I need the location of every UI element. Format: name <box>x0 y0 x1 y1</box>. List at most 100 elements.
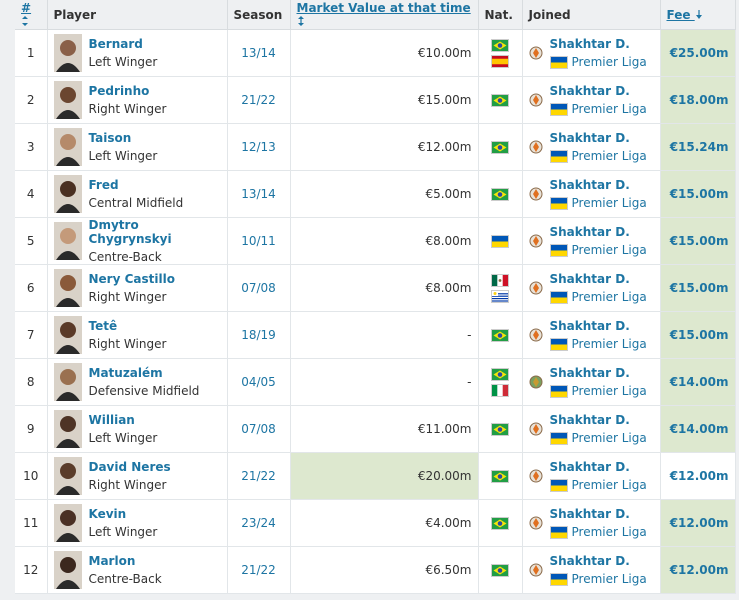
season[interactable]: 21/22 <box>241 469 276 483</box>
season[interactable]: 21/22 <box>241 563 276 577</box>
player-position: Left Winger <box>88 55 158 69</box>
league-name[interactable]: Premier Liga <box>571 149 647 163</box>
league-name[interactable]: Premier Liga <box>571 525 647 539</box>
player-name[interactable]: Matuzalém <box>88 366 163 380</box>
header-row: # Player Season Market Value at that tim… <box>15 0 736 30</box>
flag <box>491 367 509 381</box>
rank-header[interactable]: # <box>15 0 48 30</box>
player-row: 3 Taison Left Winger 12/13 €12.00m Shakht… <box>15 123 736 171</box>
rank-cell: 4 <box>15 170 48 218</box>
fee[interactable]: €15.24m <box>669 140 729 154</box>
club-logo <box>529 516 542 530</box>
club-name[interactable]: Shakhtar D. <box>549 178 630 192</box>
fee[interactable]: €12.00m <box>669 469 729 483</box>
fee[interactable]: €18.00m <box>669 93 729 107</box>
header-text[interactable]: Fee <box>666 7 691 22</box>
league-name[interactable]: Premier Liga <box>571 572 647 586</box>
club-name[interactable]: Shakhtar D. <box>549 554 630 568</box>
club-name[interactable]: Shakhtar D. <box>549 131 630 145</box>
league-name[interactable]: Premier Liga <box>571 431 647 445</box>
club-name[interactable]: Shakhtar D. <box>549 413 630 427</box>
club-name[interactable]: Shakhtar D. <box>549 460 630 474</box>
fee[interactable]: €15.00m <box>669 234 729 248</box>
league-name[interactable]: Premier Liga <box>571 337 647 351</box>
player-photo <box>53 222 82 260</box>
club-name[interactable]: Shakhtar D. <box>549 507 630 521</box>
player-position: Centre-Back <box>88 250 162 264</box>
club-name[interactable]: Shakhtar D. <box>549 272 630 286</box>
player-name[interactable]: Dmytro Chygrynskyi <box>88 218 172 246</box>
market-value-cell: - <box>290 358 479 406</box>
club-logo <box>529 422 542 436</box>
market-value-cell: €8.00m <box>290 264 479 312</box>
joined-cell: Shakhtar D. Premier Liga <box>522 123 661 171</box>
player-name[interactable]: Nery Castillo <box>88 272 175 286</box>
league-name[interactable]: Premier Liga <box>571 55 647 69</box>
player-position: Left Winger <box>88 149 158 163</box>
player-name[interactable]: Taison <box>88 131 132 145</box>
club-name[interactable]: Shakhtar D. <box>549 37 630 51</box>
player-name[interactable]: David Neres <box>88 460 171 474</box>
league-name[interactable]: Premier Liga <box>571 243 647 257</box>
season[interactable]: 07/08 <box>241 422 276 436</box>
player-row: 10 David Neres Right Winger 21/22 €20.00m… <box>15 452 736 500</box>
player-name[interactable]: Pedrinho <box>88 84 150 98</box>
fee[interactable]: €15.00m <box>669 281 729 295</box>
header-text[interactable]: Market Value at that time <box>296 0 471 15</box>
season[interactable]: 13/14 <box>241 187 276 201</box>
player-name[interactable]: Marlon <box>88 554 136 568</box>
league-name[interactable]: Premier Liga <box>571 478 647 492</box>
player-position: Centre-Back <box>88 572 162 586</box>
player-name[interactable]: Kevin <box>88 507 127 521</box>
fee[interactable]: €12.00m <box>669 563 729 577</box>
fee[interactable]: €25.00m <box>669 46 729 60</box>
rank: 3 <box>26 140 35 154</box>
club-name[interactable]: Shakhtar D. <box>549 319 630 333</box>
market-value-header[interactable]: Market Value at that time <box>290 0 479 30</box>
season[interactable]: 10/11 <box>241 234 276 248</box>
flag <box>549 525 568 539</box>
flag <box>491 54 509 68</box>
header-text[interactable]: # <box>21 0 32 15</box>
joined-cell: Shakhtar D. Premier Liga <box>522 76 661 124</box>
club-logo <box>529 281 542 295</box>
club-name[interactable]: Shakhtar D. <box>549 84 630 98</box>
nat-cell <box>478 76 523 124</box>
player-name[interactable]: Willian <box>88 413 135 427</box>
market-value-cell: €20.00m <box>290 452 479 500</box>
league-name[interactable]: Premier Liga <box>571 196 647 210</box>
flag <box>491 383 509 397</box>
rank: 4 <box>26 187 35 201</box>
fee[interactable]: €12.00m <box>669 516 729 530</box>
flag <box>549 243 568 257</box>
club-name[interactable]: Shakhtar D. <box>549 366 630 380</box>
season[interactable]: 12/13 <box>241 140 276 154</box>
player-name[interactable]: Tetê <box>88 319 118 333</box>
season[interactable]: 18/19 <box>241 328 276 342</box>
season[interactable]: 23/24 <box>241 516 276 530</box>
header-text: Nat. <box>484 7 513 22</box>
club-name[interactable]: Shakhtar D. <box>549 225 630 239</box>
fee-cell: €25.00m <box>660 29 736 77</box>
season[interactable]: 07/08 <box>241 281 276 295</box>
market-value: - <box>467 328 472 342</box>
league-name[interactable]: Premier Liga <box>571 102 647 116</box>
season-cell: 07/08 <box>227 264 291 312</box>
league-name[interactable]: Premier Liga <box>571 290 647 304</box>
player-name[interactable]: Fred <box>88 178 119 192</box>
player-row: 5 Dmytro Chygrynskyi Centre-Back 10/11 €8… <box>15 217 736 265</box>
rank-cell: 9 <box>15 405 48 453</box>
fee-header[interactable]: Fee <box>660 0 736 30</box>
market-value-cell: €5.00m <box>290 170 479 218</box>
market-value-cell: €12.00m <box>290 123 479 171</box>
season[interactable]: 21/22 <box>241 93 276 107</box>
fee[interactable]: €14.00m <box>669 422 729 436</box>
league-name[interactable]: Premier Liga <box>571 384 647 398</box>
player-name[interactable]: Bernard <box>88 37 143 51</box>
season[interactable]: 04/05 <box>241 375 276 389</box>
fee[interactable]: €14.00m <box>669 375 729 389</box>
season[interactable]: 13/14 <box>241 46 276 60</box>
fee[interactable]: €15.00m <box>669 187 729 201</box>
flag <box>491 93 509 107</box>
fee[interactable]: €15.00m <box>669 328 729 342</box>
